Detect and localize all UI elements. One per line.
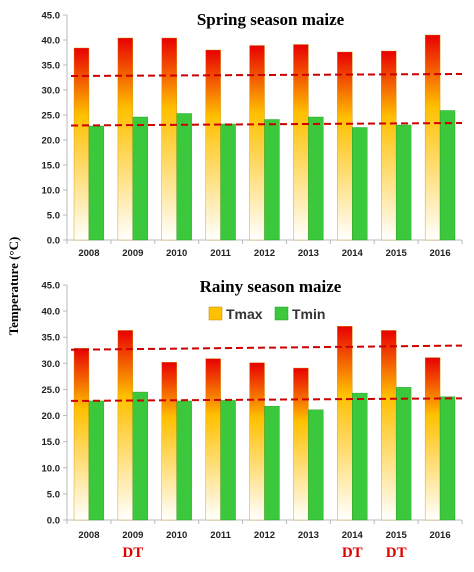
- bar-tmin: [395, 124, 412, 241]
- y-tick-label: 15.0: [42, 437, 61, 448]
- bar-tmin: [220, 123, 236, 241]
- x-tick-label: 2013: [298, 530, 319, 541]
- y-tick-label: 5.0: [47, 211, 60, 222]
- y-tick-label: 35.0: [42, 333, 61, 344]
- bar-tmin: [132, 391, 148, 521]
- x-tick-label: 2010: [166, 530, 187, 541]
- annotation-dt: DT: [342, 545, 363, 561]
- y-tick-label: 25.0: [42, 111, 61, 122]
- bar-tmin: [132, 116, 148, 241]
- x-tick-label: 2014: [342, 530, 364, 541]
- y-tick-label: 20.0: [42, 411, 61, 422]
- bar-tmin: [395, 387, 412, 521]
- x-tick-label: 2008: [78, 530, 99, 541]
- chart-title: Spring season maize: [197, 10, 345, 29]
- y-tick-label: 0.0: [47, 516, 60, 527]
- y-tick-label: 10.0: [42, 463, 61, 474]
- y-tick-label: 10.0: [42, 186, 61, 197]
- y-tick-label: 25.0: [42, 385, 61, 396]
- bar-tmax: [117, 330, 134, 521]
- bar-tmin: [220, 400, 236, 521]
- x-tick-label: 2009: [122, 530, 143, 541]
- bar-tmax: [73, 347, 90, 521]
- y-tick-label: 20.0: [42, 136, 61, 147]
- x-tick-label: 2011: [210, 248, 231, 259]
- y-tick-label: 40.0: [42, 36, 61, 47]
- y-tick-label: 30.0: [42, 359, 61, 370]
- bar-tmax: [424, 357, 441, 521]
- bar-tmin: [308, 116, 324, 241]
- x-tick-label: 2012: [254, 248, 275, 259]
- legend-swatch-tmax: [208, 306, 223, 321]
- bar-tmin: [439, 396, 456, 521]
- x-tick-label: 2013: [298, 248, 319, 259]
- bar-tmin: [439, 110, 456, 241]
- legend-swatch-tmin: [274, 306, 289, 321]
- chart-rainy-season: 0.0 5.0 10.0 15.0 20.0 25.0 30.0 35.0 40.0 45.0 20…: [42, 277, 463, 561]
- trend-line: [70, 122, 463, 127]
- bar-tmin: [352, 127, 368, 241]
- y-tick-label: 0.0: [47, 236, 60, 247]
- bar-tmin: [88, 400, 105, 521]
- bar-tmax: [381, 330, 397, 521]
- bar-tmax: [117, 37, 134, 241]
- bar-tmin: [264, 405, 280, 521]
- bar-tmax: [381, 50, 397, 241]
- bar-tmin: [176, 400, 192, 521]
- bar-tmin: [88, 125, 105, 241]
- x-tick-label: 2015: [386, 530, 408, 541]
- x-tick-label: 2012: [254, 530, 275, 541]
- bar-tmax: [337, 51, 353, 241]
- y-tick-label: 5.0: [47, 489, 60, 500]
- y-tick-label: 15.0: [42, 161, 61, 172]
- chart-spring-season: 0.0 5.0 10.0 15.0 20.0 25.0 30.0 35.0 40.0 45.0 20…: [42, 10, 463, 259]
- y-axis-label: Temperature (°C): [6, 237, 21, 336]
- bar-tmax: [424, 34, 441, 241]
- bar-tmin: [352, 392, 368, 521]
- bar-tmax: [205, 358, 221, 521]
- annotation-dt: DT: [386, 545, 407, 561]
- x-tick-label: 2008: [78, 248, 99, 259]
- bar-tmin: [264, 119, 280, 241]
- bar-tmin: [176, 113, 192, 241]
- y-tick-label: 30.0: [42, 86, 61, 97]
- bar-tmax: [249, 362, 265, 521]
- y-tick-label: 45.0: [42, 281, 61, 292]
- bar-tmax: [337, 326, 353, 521]
- bar-tmax: [205, 49, 221, 241]
- x-tick-label: 2016: [429, 248, 450, 259]
- bar-tmax: [161, 37, 177, 241]
- bar-tmax: [161, 362, 177, 521]
- x-tick-label: 2010: [166, 248, 187, 259]
- trend-line: [70, 344, 463, 351]
- y-tick-label: 35.0: [42, 61, 61, 72]
- legend-label-tmax: Tmax: [226, 306, 263, 322]
- legend-label-tmin: Tmin: [292, 306, 325, 322]
- chart-title: Rainy season maize: [200, 277, 342, 296]
- trend-line: [70, 73, 463, 77]
- y-tick-label: 40.0: [42, 307, 61, 318]
- x-tick-label: 2011: [210, 530, 231, 541]
- x-tick-label: 2016: [429, 530, 450, 541]
- x-tick-label: 2015: [386, 248, 408, 259]
- bar-tmax: [293, 367, 309, 521]
- trend-line: [70, 397, 463, 402]
- annotation-dt: DT: [122, 545, 143, 561]
- bar-tmin: [308, 409, 324, 521]
- y-tick-label: 45.0: [42, 11, 61, 22]
- x-tick-label: 2014: [342, 248, 364, 259]
- x-tick-label: 2009: [122, 248, 143, 259]
